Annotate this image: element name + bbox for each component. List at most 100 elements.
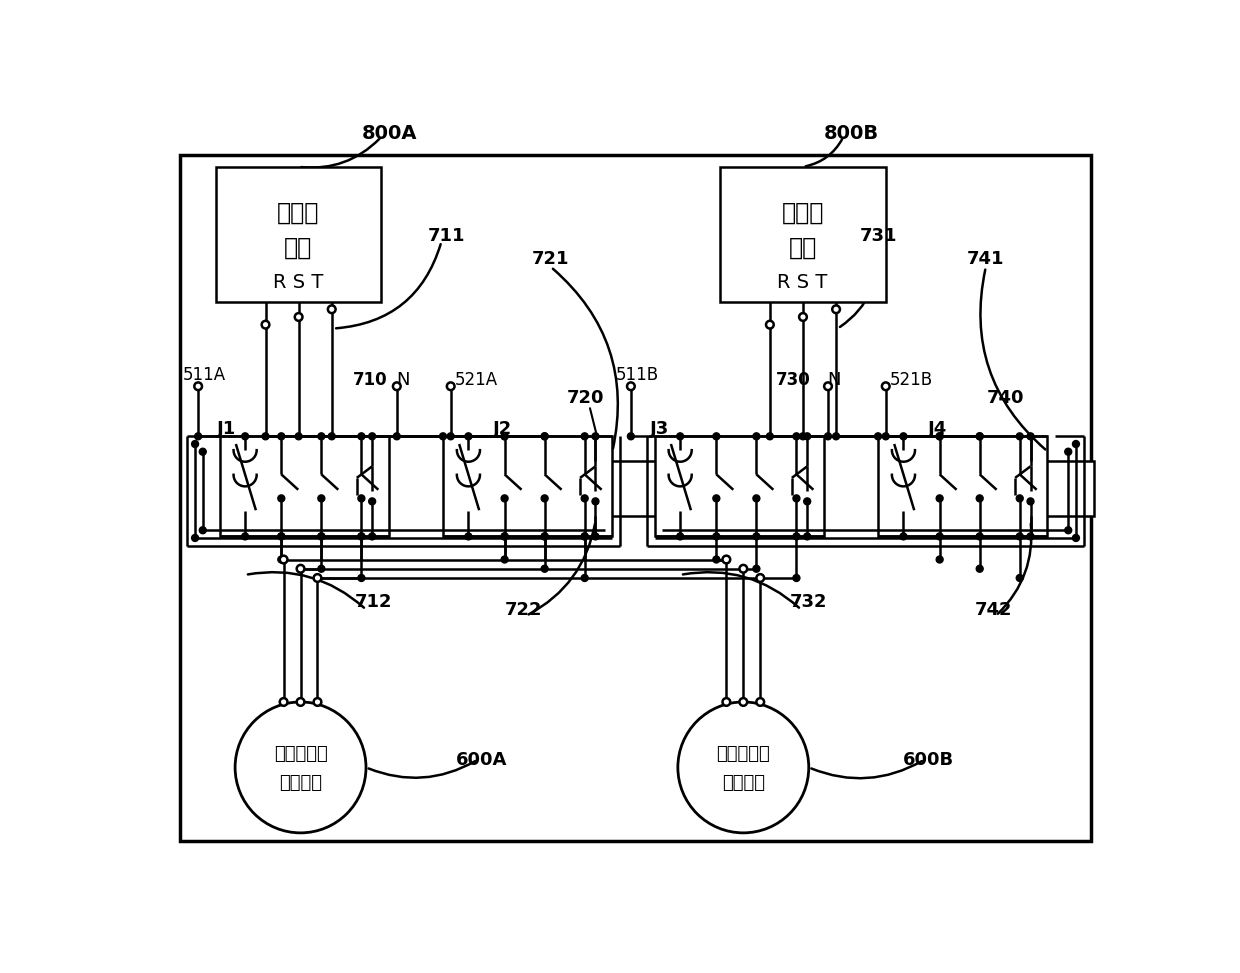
Circle shape [278,495,285,502]
Bar [1017,461,1094,517]
Circle shape [278,556,285,563]
Circle shape [804,533,811,540]
Text: 711: 711 [428,227,465,245]
Circle shape [1065,449,1071,455]
Circle shape [541,433,548,440]
Circle shape [582,533,588,540]
Circle shape [804,433,811,440]
Text: J4: J4 [928,419,947,438]
Circle shape [713,533,719,540]
Text: J3: J3 [650,419,670,438]
Circle shape [439,433,446,440]
Circle shape [582,433,588,440]
Bar [582,461,658,517]
Text: J1: J1 [217,419,237,438]
Circle shape [582,533,588,540]
Text: 732: 732 [790,593,827,611]
Circle shape [976,565,983,572]
Circle shape [1073,534,1079,541]
Circle shape [242,533,248,540]
Circle shape [1017,533,1023,540]
Circle shape [368,498,376,505]
Circle shape [825,382,832,390]
Circle shape [195,382,202,390]
Text: 730: 730 [776,371,811,389]
Text: N: N [397,371,409,389]
Text: 驱动电机: 驱动电机 [279,774,322,792]
Circle shape [792,574,800,582]
Circle shape [541,495,548,502]
Circle shape [278,533,285,540]
Text: 800B: 800B [823,125,879,143]
Circle shape [329,433,335,440]
Circle shape [501,433,508,440]
Circle shape [713,556,719,563]
Circle shape [739,565,748,572]
Circle shape [358,574,365,582]
Text: 第二变: 第二变 [781,201,823,225]
Circle shape [242,433,248,440]
Text: 720: 720 [567,389,604,407]
Circle shape [358,433,365,440]
Text: 频器: 频器 [789,235,817,260]
Circle shape [627,382,635,390]
Circle shape [278,533,285,540]
Circle shape [792,533,800,540]
Text: 第二库门的: 第二库门的 [717,744,770,763]
Circle shape [317,495,325,502]
Circle shape [195,433,202,440]
Text: 712: 712 [355,593,392,611]
Circle shape [280,698,288,705]
Circle shape [262,433,269,440]
Circle shape [393,433,401,440]
Circle shape [358,495,365,502]
Circle shape [723,698,730,705]
Circle shape [627,433,635,440]
Circle shape [200,449,206,455]
Circle shape [541,533,548,540]
Circle shape [280,556,288,563]
Circle shape [295,433,303,440]
Circle shape [874,433,882,440]
Circle shape [792,495,800,502]
Circle shape [501,556,508,563]
Circle shape [358,533,365,540]
Text: 742: 742 [975,600,1012,619]
Circle shape [677,533,683,540]
Circle shape [882,382,889,390]
Circle shape [936,556,944,563]
Circle shape [501,433,508,440]
Circle shape [883,433,889,440]
Circle shape [678,702,808,833]
Bar [655,436,825,536]
Circle shape [832,306,839,313]
Circle shape [192,534,198,541]
Circle shape [976,433,983,440]
Circle shape [1073,441,1079,448]
Circle shape [317,565,325,572]
Bar [216,166,382,302]
Circle shape [582,574,588,582]
Circle shape [723,556,730,563]
Circle shape [448,433,454,440]
Circle shape [317,433,325,440]
Circle shape [753,533,760,540]
Circle shape [314,574,321,582]
Circle shape [900,433,906,440]
Bar [720,166,885,302]
Circle shape [1017,433,1023,440]
Text: 521A: 521A [455,371,497,389]
Circle shape [591,498,599,505]
Circle shape [1017,495,1023,502]
Circle shape [1065,526,1071,534]
Circle shape [501,495,508,502]
Text: 第一变: 第一变 [277,201,320,225]
Text: J2: J2 [494,419,512,438]
Bar [878,436,1048,536]
Circle shape [756,574,764,582]
Circle shape [677,433,683,440]
Circle shape [465,533,472,540]
Text: 驱动电机: 驱动电机 [722,774,765,792]
Text: 721: 721 [532,250,569,269]
Circle shape [1027,533,1034,540]
